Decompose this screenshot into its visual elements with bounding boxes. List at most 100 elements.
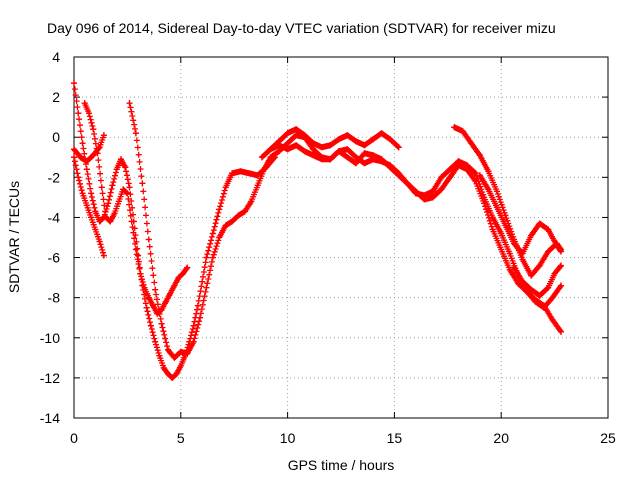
data-point <box>493 188 500 195</box>
data-point <box>519 278 526 285</box>
data-point <box>446 166 453 173</box>
data-point <box>352 154 359 161</box>
data-point <box>126 100 133 107</box>
data-point <box>71 154 77 161</box>
data-point <box>90 126 97 133</box>
plot-frame <box>73 56 609 419</box>
data-point <box>352 160 359 167</box>
data-point <box>404 180 411 187</box>
data-point <box>209 254 216 261</box>
data-point <box>429 194 436 201</box>
data-point <box>81 100 88 107</box>
data-point <box>164 370 171 377</box>
data-point <box>506 250 513 257</box>
y-tick-label: -2 <box>48 169 61 185</box>
data-point <box>139 180 146 187</box>
data-point <box>502 222 509 229</box>
y-tick-label: 2 <box>52 89 60 105</box>
data-point <box>216 234 223 241</box>
data-point <box>237 168 244 175</box>
data-point <box>284 146 291 153</box>
y-tick-label: 0 <box>52 129 60 145</box>
y-axis-label: SDTVAR / TECUs <box>6 181 22 293</box>
data-point <box>100 214 107 221</box>
data-point <box>88 190 95 197</box>
data-point <box>498 246 505 253</box>
data-point <box>493 204 500 211</box>
x-tick-label: 10 <box>280 430 296 446</box>
data-point <box>130 218 137 225</box>
data-point <box>203 284 210 291</box>
data-point <box>248 198 255 205</box>
data-point <box>327 142 334 149</box>
x-axis-label: GPS time / hours <box>288 457 395 473</box>
data-point <box>96 218 103 225</box>
data-point <box>519 250 526 257</box>
data-point <box>361 142 368 149</box>
data-point <box>194 302 201 309</box>
data-point <box>352 138 359 145</box>
data-points <box>71 80 565 381</box>
data-point <box>335 136 342 143</box>
series-arc-2 <box>71 154 107 259</box>
data-point <box>71 80 77 87</box>
data-point <box>105 200 112 207</box>
data-point <box>179 270 186 277</box>
data-point <box>301 148 308 155</box>
data-point <box>117 156 124 163</box>
y-tick-label: -10 <box>40 330 60 346</box>
data-point <box>120 186 127 193</box>
data-point <box>90 152 97 159</box>
data-point <box>468 140 475 147</box>
y-tick-label: -14 <box>40 410 60 426</box>
data-point <box>481 200 488 207</box>
data-point <box>489 226 496 233</box>
x-tick-label: 5 <box>177 430 185 446</box>
data-point <box>511 240 518 247</box>
data-point <box>132 130 139 137</box>
data-point <box>545 226 552 233</box>
data-point <box>523 288 530 295</box>
data-point <box>147 322 154 329</box>
data-point <box>107 218 114 225</box>
data-point <box>184 264 191 271</box>
data-point <box>536 262 543 269</box>
data-point <box>145 236 152 243</box>
data-point <box>558 262 565 269</box>
data-point <box>446 174 453 181</box>
data-point <box>98 184 105 191</box>
data-point <box>519 256 526 263</box>
data-point <box>83 166 90 173</box>
data-point <box>254 172 261 179</box>
data-point <box>164 346 171 353</box>
series-markers <box>71 80 278 381</box>
data-point <box>476 172 483 179</box>
series-arc-6 <box>258 142 565 335</box>
data-point <box>395 170 402 177</box>
data-point <box>111 210 118 217</box>
data-point <box>85 110 92 117</box>
grid <box>74 57 608 418</box>
data-point <box>124 190 131 197</box>
data-point <box>122 164 129 171</box>
y-tick-label: -12 <box>40 370 60 386</box>
data-point <box>177 362 184 369</box>
x-tick-label: 0 <box>70 430 78 446</box>
data-point <box>199 278 206 285</box>
data-point <box>549 316 556 323</box>
data-point <box>536 220 543 227</box>
data-point <box>327 156 334 163</box>
data-point <box>79 190 86 197</box>
data-point <box>498 230 505 237</box>
data-point <box>370 136 377 143</box>
data-point <box>175 274 182 281</box>
data-point <box>158 320 165 327</box>
data-point <box>267 146 274 153</box>
data-point <box>310 152 317 159</box>
data-point <box>162 298 169 305</box>
data-point <box>551 270 558 277</box>
data-point <box>156 352 163 359</box>
series-arc-7 <box>267 126 402 153</box>
data-point <box>83 202 90 209</box>
data-point <box>421 196 428 203</box>
